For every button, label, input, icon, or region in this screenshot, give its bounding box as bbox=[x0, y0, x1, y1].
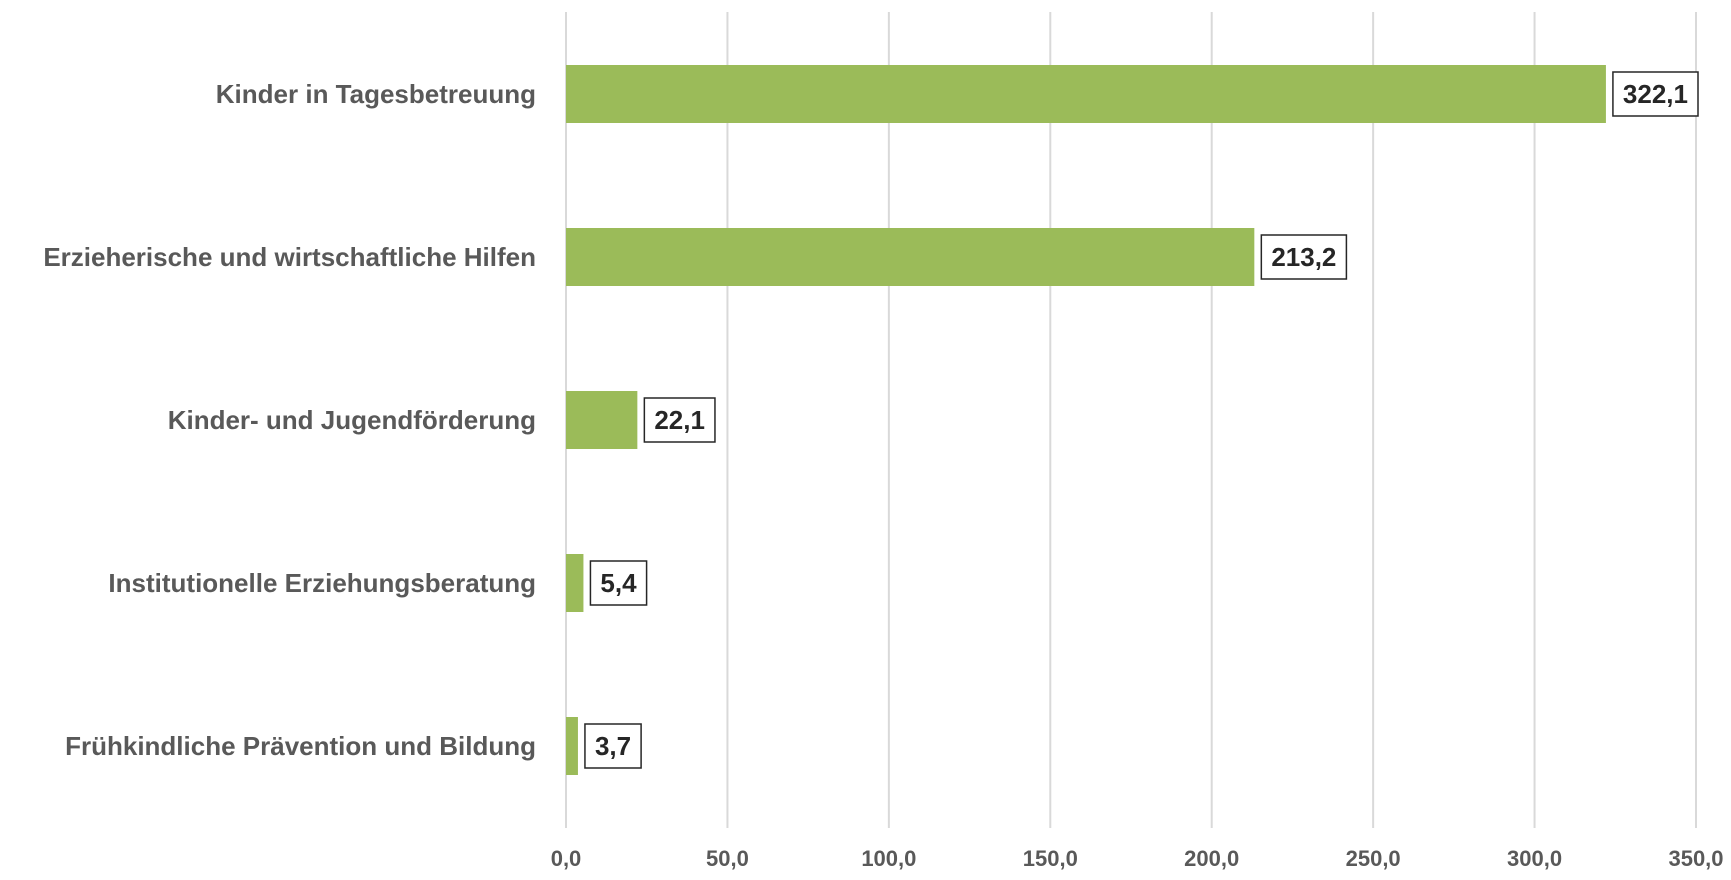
x-tick-label: 350,0 bbox=[1668, 846, 1723, 871]
data-label: 5,4 bbox=[589, 560, 648, 606]
data-label: 322,1 bbox=[1612, 71, 1699, 117]
category-label: Erzieherische und wirtschaftliche Hilfen bbox=[43, 242, 536, 272]
bar bbox=[566, 65, 1606, 123]
category-label: Kinder- und Jugendförderung bbox=[168, 405, 536, 435]
data-label-box bbox=[589, 560, 648, 606]
category-labels: Kinder in Tagesbetreuung Erzieherische un… bbox=[43, 79, 536, 761]
data-label-box bbox=[643, 397, 716, 443]
bar bbox=[566, 228, 1255, 286]
bar bbox=[566, 717, 578, 775]
x-tick-label: 150,0 bbox=[1023, 846, 1078, 871]
category-label: Kinder in Tagesbetreuung bbox=[216, 79, 536, 109]
x-tick-label: 0,0 bbox=[551, 846, 582, 871]
x-tick-label: 300,0 bbox=[1507, 846, 1562, 871]
data-label-box bbox=[1612, 71, 1699, 117]
category-label: Frühkindliche Prävention und Bildung bbox=[65, 731, 536, 761]
x-axis-tick-labels: 0,0 50,0 100,0 150,0 200,0 250,0 300,0 350,0 bbox=[551, 846, 1724, 871]
gridlines bbox=[565, 12, 1697, 828]
category-label: Institutionelle Erziehungsberatung bbox=[108, 568, 536, 598]
data-label-text: 213,2 bbox=[1271, 242, 1336, 272]
data-label: 3,7 bbox=[584, 723, 642, 769]
x-tick-label: 200,0 bbox=[1184, 846, 1239, 871]
x-tick-label: 250,0 bbox=[1346, 846, 1401, 871]
data-label-text: 22,1 bbox=[654, 405, 705, 435]
data-label-text: 3,7 bbox=[595, 731, 631, 761]
bar bbox=[566, 554, 584, 612]
bar bbox=[566, 391, 638, 449]
data-label-text: 322,1 bbox=[1623, 79, 1688, 109]
x-tick-label: 50,0 bbox=[706, 846, 749, 871]
data-label: 213,2 bbox=[1260, 234, 1348, 280]
x-tick-label: 100,0 bbox=[861, 846, 916, 871]
bars bbox=[566, 65, 1606, 775]
data-label-box bbox=[1260, 234, 1348, 280]
data-label-box bbox=[584, 723, 642, 769]
data-labels: 322,1 213,2 22,1 5,4 3,7 bbox=[584, 71, 1699, 769]
data-label: 22,1 bbox=[643, 397, 716, 443]
data-label-text: 5,4 bbox=[600, 568, 637, 598]
